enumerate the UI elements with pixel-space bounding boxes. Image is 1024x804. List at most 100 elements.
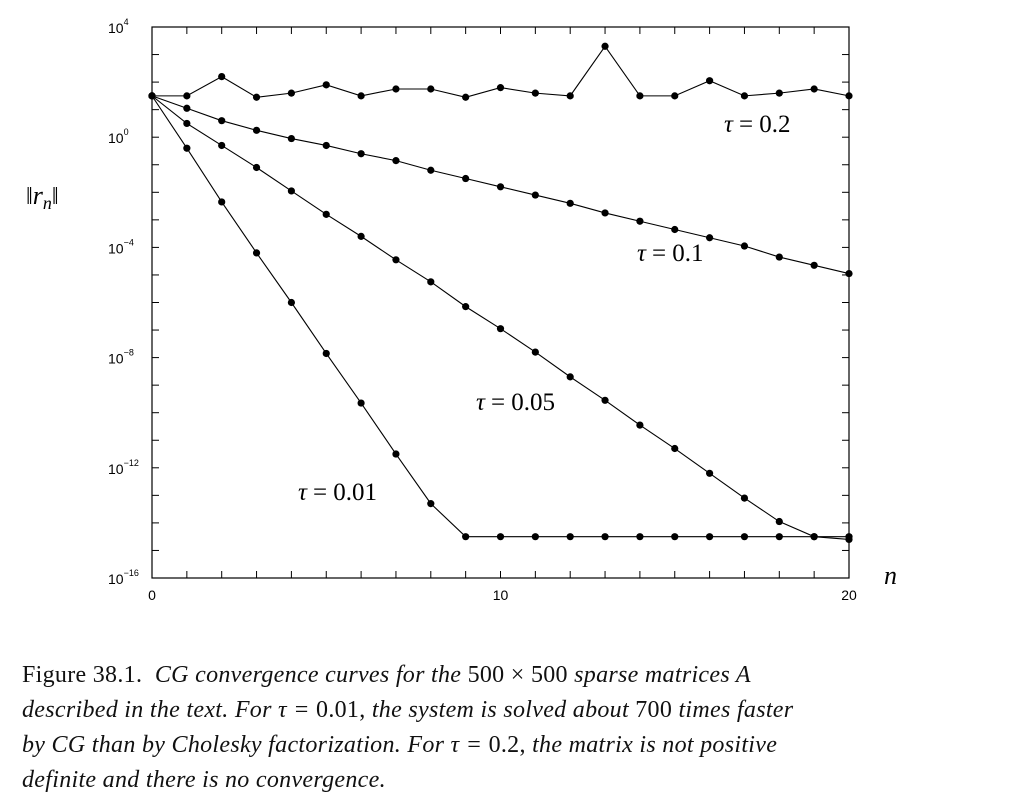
- data-point: [740, 92, 749, 100]
- data-point: [601, 209, 609, 217]
- data-point: [357, 150, 365, 158]
- caption-text: CG convergence curves for the: [154, 662, 462, 688]
- data-point: [496, 325, 505, 333]
- series-line-2: [151, 95, 850, 540]
- data-point: [183, 92, 191, 100]
- data-point: [531, 348, 539, 356]
- data-point: [566, 373, 574, 381]
- data-point: [601, 42, 609, 50]
- caption-number: 0.01,: [316, 697, 366, 723]
- data-point: [671, 444, 679, 453]
- data-point: [392, 157, 400, 165]
- caption-number: 700: [635, 697, 673, 723]
- data-point: [496, 533, 505, 541]
- data-point: [357, 399, 365, 407]
- data-point: [810, 85, 818, 93]
- caption-text: times faster: [678, 697, 794, 723]
- data-point: [706, 234, 714, 242]
- data-point: [287, 89, 295, 97]
- data-point: [218, 141, 226, 150]
- y-tick-label: 10−8: [108, 348, 134, 367]
- data-point: [218, 72, 226, 81]
- data-point: [252, 163, 261, 172]
- data-point: [496, 84, 505, 92]
- caption-text: described in the text. For τ =: [22, 697, 310, 723]
- data-point: [322, 210, 330, 218]
- x-tick-label: 0: [148, 587, 156, 603]
- data-point: [775, 89, 783, 97]
- data-point: [462, 303, 470, 311]
- data-point: [427, 85, 435, 93]
- y-tick-label: 10−4: [108, 237, 134, 256]
- x-tick-label: 20: [841, 587, 857, 603]
- figure-caption: Figure 38.1. CG convergence curves for t…: [22, 658, 997, 798]
- caption-number: 500: [467, 662, 505, 688]
- y-tick-label: 10−12: [108, 458, 139, 477]
- data-point: [740, 494, 749, 502]
- data-point: [427, 166, 435, 174]
- data-point: [462, 93, 470, 101]
- data-point: [183, 144, 191, 152]
- data-point: [810, 533, 818, 541]
- data-point: [496, 183, 505, 191]
- series-label-tau-0.01: τ = 0.01: [298, 479, 377, 506]
- data-point: [531, 89, 539, 97]
- caption-text: by CG than by Cholesky factorization. Fo…: [22, 732, 483, 758]
- data-point: [218, 117, 226, 125]
- data-point: [287, 298, 295, 307]
- data-point: [706, 469, 714, 477]
- data-point: [775, 253, 783, 261]
- data-point: [462, 174, 470, 183]
- data-point: [287, 187, 295, 195]
- data-point: [392, 450, 400, 458]
- data-point: [671, 225, 679, 234]
- data-point: [357, 92, 365, 100]
- data-point: [706, 533, 714, 541]
- caption-line-1: Figure 38.1. CG convergence curves for t…: [22, 658, 997, 693]
- y-axis-label: ‖rn‖: [26, 181, 59, 213]
- data-point: [845, 269, 853, 278]
- data-point: [392, 256, 400, 264]
- data-point: [252, 93, 261, 101]
- data-point: [357, 232, 365, 240]
- data-point: [671, 533, 679, 541]
- caption-text: definite and there is no convergence.: [22, 767, 386, 793]
- data-point: [706, 77, 714, 85]
- data-point: [287, 134, 295, 143]
- convergence-chart: 104 100 10−4 10−8 10−12 10−16 0 10 20 ‖rn‖ n τ =…: [26, 17, 897, 603]
- series-line-3: [151, 95, 849, 538]
- caption-text: the system is solved about: [371, 697, 629, 723]
- data-point: [531, 191, 539, 199]
- caption-line-4: definite and there is no convergence.: [22, 763, 997, 798]
- axis-ticks: [152, 27, 849, 578]
- data-point: [462, 533, 470, 541]
- data-point: [601, 533, 609, 541]
- data-point: [252, 126, 261, 134]
- data-point: [566, 199, 574, 207]
- data-point: [810, 261, 818, 269]
- data-point: [740, 533, 749, 541]
- y-tick-label: 100: [108, 127, 129, 146]
- figure-number: Figure 38.1.: [22, 662, 143, 688]
- caption-number: 0.2,: [488, 732, 526, 758]
- caption-text: sparse matrices A: [574, 662, 751, 688]
- y-tick-labels: 104 100 10−4 10−8 10−12 10−16: [108, 17, 139, 587]
- x-tick-labels: 0 10 20: [148, 587, 857, 603]
- data-point: [322, 81, 330, 89]
- data-point: [427, 500, 435, 508]
- series-label-tau-0.2: τ = 0.2: [724, 111, 791, 138]
- data-point: [183, 104, 191, 112]
- x-tick-label: 10: [493, 587, 509, 603]
- caption-text: the matrix is not positive: [532, 732, 778, 758]
- series-points: [148, 42, 853, 544]
- data-point: [636, 533, 644, 541]
- caption-times: ×: [510, 662, 525, 688]
- caption-number: 500: [530, 662, 568, 688]
- data-point: [392, 85, 400, 93]
- data-point: [671, 92, 679, 100]
- series-label-tau-0.1: τ = 0.1: [637, 240, 704, 267]
- data-point: [775, 517, 783, 526]
- data-point: [183, 119, 191, 128]
- data-point: [636, 217, 644, 225]
- y-tick-label: 104: [108, 17, 129, 36]
